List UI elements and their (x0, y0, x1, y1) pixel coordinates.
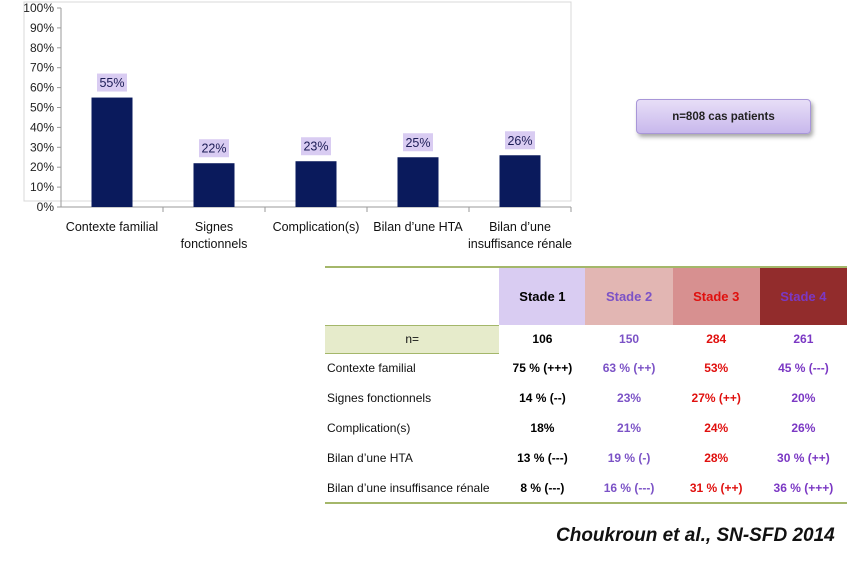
bar (499, 155, 541, 207)
bar (193, 163, 235, 207)
table-cell: 24% (704, 421, 729, 435)
header-stade-1: Stade 1 (499, 267, 586, 325)
table-cell: 53% (704, 361, 729, 375)
table-cell: 106 (532, 332, 553, 346)
table-cell: 261 (793, 332, 814, 346)
table-cell: 21% (617, 421, 642, 435)
data-label: 22% (201, 142, 226, 156)
table-cell: 36 % (+++) (773, 480, 834, 495)
table-cell: 45 % (---) (778, 361, 829, 375)
table-cell: 63 % (++) (602, 361, 656, 375)
row-label: Contexte familial (327, 361, 416, 376)
table-cell: 8 % (---) (520, 480, 565, 495)
row-label: Signes fonctionnels (327, 391, 432, 405)
x-tick-label: Contexte familial (66, 220, 158, 234)
data-label: 23% (303, 140, 328, 154)
table-cell: 16 % (---) (603, 480, 655, 495)
y-tick-label: 10% (30, 180, 54, 194)
y-tick-label: 50% (30, 101, 54, 115)
table-cell: 14 % (--) (519, 391, 566, 405)
table-row: Bilan d’une insuffisance rénale 8 % (---… (325, 473, 847, 503)
data-label-background (199, 139, 229, 158)
data-label-background (301, 137, 331, 156)
x-tick-label: Bilan d’une (489, 220, 551, 234)
row-label: Bilan d’une insuffisance rénale (327, 480, 490, 495)
y-tick-label: 100% (23, 1, 54, 15)
table-cell: 20% (791, 391, 816, 405)
data-label: 25% (405, 136, 430, 150)
row-label: Complication(s) (327, 421, 411, 435)
table-cell: 150 (619, 332, 640, 346)
x-tick-label: fonctionnels (181, 237, 248, 251)
bar (295, 161, 337, 207)
y-tick-label: 0% (37, 200, 55, 214)
row-label: Bilan d’une HTA (327, 451, 413, 465)
bar (397, 157, 439, 207)
table-cell: 31 % (++) (689, 480, 743, 495)
y-tick-label: 90% (30, 21, 54, 35)
header-stade-2: Stade 2 (585, 267, 673, 325)
table-cell: 75 % (+++) (512, 361, 573, 375)
x-tick-label: Complication(s) (273, 220, 360, 234)
bar-chart: 0% 10% 20% 30% 40% 50% 60% 70% 80% 90% 100% 55% 22%… (23, 1, 572, 251)
citation: Choukroun et al., SN-SFD 2014 (556, 525, 835, 546)
x-tick-label: Signes (195, 220, 233, 234)
y-tick-label: 40% (30, 120, 54, 134)
sample-size-badge: n=808 cas patients (636, 99, 811, 134)
table-cell: 26% (791, 421, 816, 435)
y-tick-label: 30% (30, 140, 54, 154)
stage-table: Stade 1 Stade 2 Stade 3 Stade 4 n= 106 1… (325, 266, 847, 504)
sample-size-text: n=808 cas patients (672, 110, 775, 123)
table-header-row: Stade 1 Stade 2 Stade 3 Stade 4 (325, 267, 847, 325)
table-row-n: n= 106 150 284 261 (325, 324, 847, 354)
data-label: 55% (99, 76, 124, 90)
y-tick-label: 80% (30, 41, 54, 55)
table-row: Bilan d’une HTA 13 % (---) 19 % (-) 28% … (325, 443, 847, 473)
row-label: n= (325, 324, 500, 354)
y-tick-label: 20% (30, 160, 54, 174)
header-stade-3: Stade 3 (672, 267, 760, 325)
bar (91, 97, 133, 207)
y-tick-label: 70% (30, 61, 54, 75)
table-cell: 28% (704, 451, 729, 465)
data-label-background (97, 73, 127, 92)
table-cell: 27% (++) (691, 391, 741, 405)
y-tick-label: 60% (30, 81, 54, 95)
table-cell: 30 % (++) (777, 451, 830, 465)
table-header-corner (325, 267, 500, 325)
table-cell: 284 (706, 332, 727, 346)
data-label-background (505, 131, 535, 150)
table-cell: 23% (617, 391, 642, 405)
data-label: 26% (507, 134, 532, 148)
table-cell: 13 % (---) (517, 451, 568, 465)
table-cell: 19 % (-) (607, 451, 651, 465)
table-row: Contexte familial 75 % (+++) 63 % (++) 5… (325, 353, 847, 383)
data-label-background (403, 133, 433, 152)
table-row: Complication(s) 18% 21% 24% 26% (325, 413, 847, 443)
table-row: Signes fonctionnels 14 % (--) 23% 27% (+… (325, 383, 847, 413)
x-tick-label: insuffisance rénale (468, 237, 572, 251)
header-stade-4: Stade 4 (759, 267, 847, 325)
table-cell: 18% (530, 421, 555, 435)
x-tick-label: Bilan d’une HTA (373, 220, 463, 234)
